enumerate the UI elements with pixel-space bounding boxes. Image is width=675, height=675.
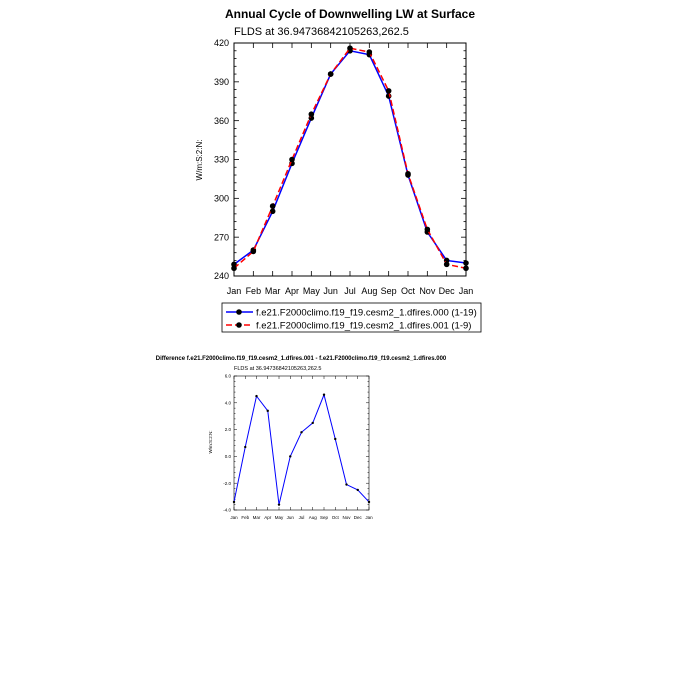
chart-title: Annual Cycle of Downwelling LW at Surfac… — [225, 7, 475, 21]
series-1-point — [405, 170, 411, 177]
diff-series-0-point — [232, 500, 236, 504]
x-tick-label: Sep — [381, 286, 397, 296]
series-1-point — [347, 45, 353, 51]
diff-x-tick-label: Jan — [230, 515, 238, 520]
y-tick-label: 330 — [214, 155, 229, 165]
diff-x-tick-label: Feb — [241, 515, 249, 520]
diff-plot-frame — [233, 375, 370, 511]
legend-swatch-marker — [236, 322, 242, 328]
x-tick-label: Jan — [227, 286, 242, 296]
series-1-point — [269, 203, 276, 209]
y-tick-label: 390 — [214, 77, 229, 87]
difference-chart: Difference f.e21.F2000climo.f19_f19.cesm… — [156, 356, 447, 520]
legend-entry: f.e21.F2000climo.f19_f19.cesm2_1.dfires.… — [256, 308, 477, 319]
legend: f.e21.F2000climo.f19_f19.cesm2_1.dfires.… — [221, 302, 482, 333]
x-tick-label: Jan — [459, 286, 474, 296]
diff-series-0-point — [345, 483, 348, 486]
series-1-point — [443, 261, 450, 268]
diff-series-0-point — [266, 409, 269, 413]
diff-x-tick-label: Dec — [354, 515, 363, 520]
x-tick-label: Nov — [419, 286, 436, 296]
series-1-point — [385, 88, 392, 94]
series-1-point — [366, 49, 373, 55]
x-tick-label: Jun — [323, 286, 338, 296]
y-tick-label: 300 — [214, 193, 229, 203]
diff-y-tick-label: -4.0 — [223, 508, 231, 513]
diff-series-0-point — [277, 503, 281, 506]
diff-x-tick-label: Aug — [309, 515, 318, 520]
diff-y-tick-label: 0.0 — [225, 454, 232, 459]
x-tick-label: Jul — [344, 286, 356, 296]
diff-x-tick-label: Nov — [342, 515, 351, 520]
x-tick-label: Dec — [439, 286, 456, 296]
series-0-point — [269, 208, 276, 215]
diff-series-0-point — [367, 500, 371, 504]
diff-series-0-point — [255, 394, 258, 398]
diff-chart-title: Difference f.e21.F2000climo.f19_f19.cesm… — [156, 356, 447, 362]
diff-x-tick-label: Apr — [264, 515, 272, 520]
diff-series-0-point — [322, 393, 326, 396]
x-tick-label: Aug — [361, 286, 377, 296]
y-tick-label: 420 — [214, 38, 229, 48]
annual-cycle-chart: Annual Cycle of Downwelling LW at Surfac… — [195, 7, 482, 333]
series-1-point — [463, 265, 469, 272]
diff-y-tick-label: -2.0 — [223, 481, 231, 486]
legend-swatch-marker — [236, 309, 242, 315]
diff-series-0-point — [289, 455, 292, 458]
x-tick-label: May — [303, 286, 321, 296]
diff-series-0-point — [244, 445, 247, 449]
series-1-point — [308, 111, 315, 117]
y-axis-label: W/m:S:2:N: — [195, 140, 204, 181]
y-tick-label: 360 — [214, 116, 229, 126]
x-tick-label: Apr — [285, 286, 299, 296]
diff-y-tick-label: 4.0 — [225, 400, 232, 405]
diff-chart-subtitle: FLDS at 36.94736842105263,262.5 — [234, 366, 321, 372]
series-1-point — [250, 248, 257, 255]
diff-y-tick-label: 2.0 — [225, 427, 232, 432]
diff-x-tick-label: May — [275, 515, 284, 520]
diff-x-tick-label: Oct — [332, 515, 340, 520]
plot-frame — [233, 42, 467, 277]
diff-series-0-point — [300, 431, 303, 434]
series-line-1 — [233, 47, 467, 269]
y-tick-label: 240 — [214, 271, 229, 281]
diff-x-tick-label: Jun — [287, 515, 295, 520]
y-tick-label: 270 — [214, 232, 229, 242]
diff-y-tick-label: 6.0 — [225, 374, 232, 379]
legend-box — [221, 302, 482, 333]
series-0-point — [463, 260, 469, 266]
x-tick-label: Feb — [246, 286, 262, 296]
legend-entry: f.e21.F2000climo.f19_f19.cesm2_1.dfires.… — [256, 321, 471, 332]
series-line-0 — [233, 49, 467, 265]
diff-x-tick-label: Mar — [253, 515, 261, 520]
diff-series-line-0 — [233, 393, 370, 505]
x-tick-label: Mar — [265, 286, 281, 296]
series-1-point — [424, 226, 431, 233]
series-1-point — [231, 265, 237, 272]
diff-x-tick-label: Sep — [320, 515, 329, 520]
diff-x-tick-label: Jan — [365, 515, 373, 520]
diff-series-0-point — [334, 437, 337, 441]
diff-series-0-point — [356, 488, 359, 492]
diff-series-0-point — [311, 421, 314, 425]
chart-subtitle: FLDS at 36.94736842105263,262.5 — [234, 26, 409, 38]
diff-x-tick-label: Jul — [299, 515, 305, 520]
series-1-point — [327, 71, 334, 77]
series-0-point — [231, 261, 237, 268]
series-1-point — [289, 156, 295, 163]
x-tick-label: Oct — [401, 286, 416, 296]
diff-y-axis-label: W/m:S:2:N: — [208, 430, 213, 453]
